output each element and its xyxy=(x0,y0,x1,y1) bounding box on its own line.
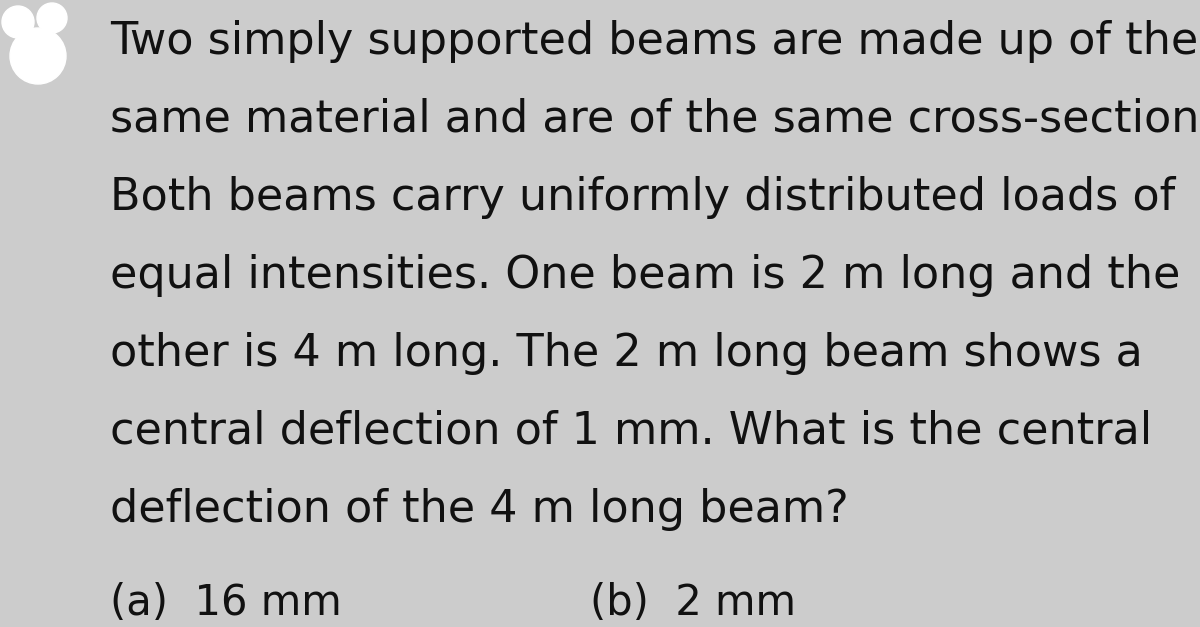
Text: (b)  2 mm: (b) 2 mm xyxy=(590,582,796,624)
Circle shape xyxy=(2,6,34,38)
Text: central deflection of 1 mm. What is the central: central deflection of 1 mm. What is the … xyxy=(110,410,1152,453)
Text: Both beams carry uniformly distributed loads of: Both beams carry uniformly distributed l… xyxy=(110,176,1175,219)
Text: equal intensities. One beam is 2 m long and the: equal intensities. One beam is 2 m long … xyxy=(110,254,1181,297)
Text: (a)  16 mm: (a) 16 mm xyxy=(110,582,342,624)
Circle shape xyxy=(10,28,66,84)
Text: other is 4 m long. The 2 m long beam shows a: other is 4 m long. The 2 m long beam sho… xyxy=(110,332,1142,375)
Text: Two simply supported beams are made up of the: Two simply supported beams are made up o… xyxy=(110,20,1199,63)
Text: deflection of the 4 m long beam?: deflection of the 4 m long beam? xyxy=(110,488,848,531)
Circle shape xyxy=(37,3,67,33)
Text: same material and are of the same cross-section.: same material and are of the same cross-… xyxy=(110,98,1200,141)
